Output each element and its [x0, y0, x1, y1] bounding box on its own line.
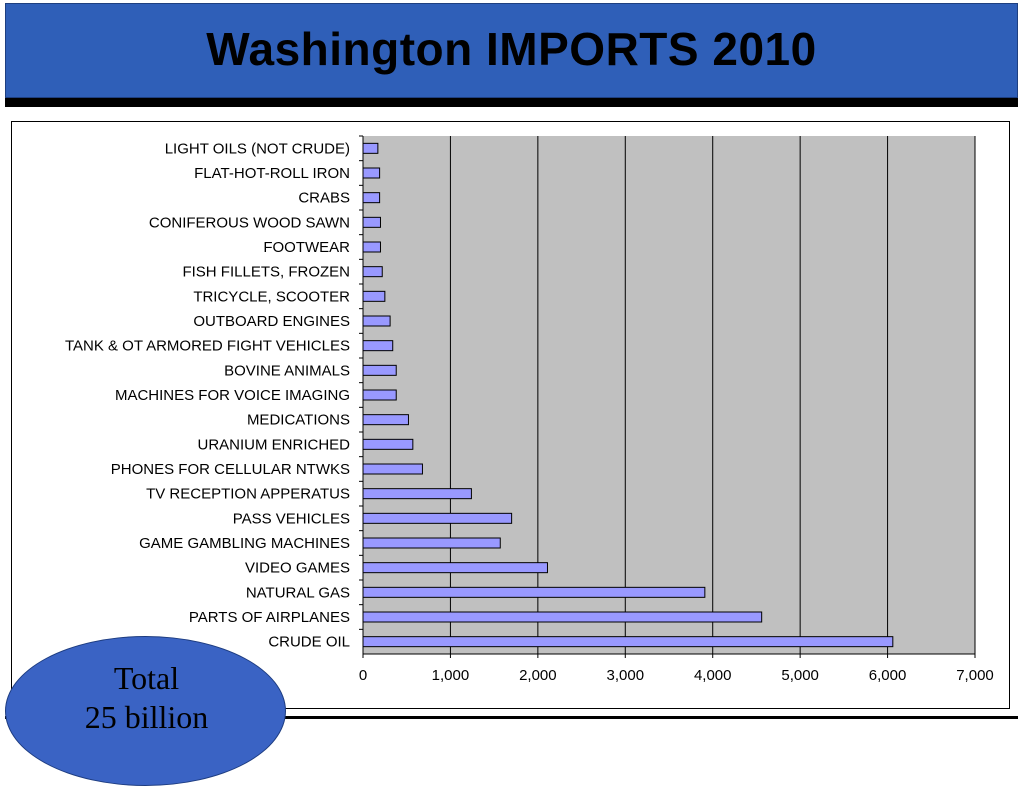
category-label: NATURAL GAS: [246, 584, 350, 601]
bar: [362, 636, 894, 648]
bar: [362, 611, 763, 623]
category-label: FOOTWEAR: [263, 239, 350, 256]
x-tick-label: 7,000: [956, 667, 994, 684]
bar: [362, 463, 423, 475]
bar: [362, 414, 409, 426]
bar: [362, 586, 706, 598]
title-banner: Washington IMPORTS 2010: [5, 3, 1018, 98]
bar: [362, 537, 501, 549]
category-label: CRABS: [298, 190, 350, 207]
category-label: TV RECEPTION APPERATUS: [146, 486, 350, 503]
category-label: BOVINE ANIMALS: [224, 362, 350, 379]
bar: [362, 167, 381, 179]
total-badge: Total 25 billion: [5, 636, 286, 786]
bar: [362, 438, 414, 450]
x-axis-ticks: 0 1,000 2,000 3,000 4,000 5,000 6,000 7,000: [359, 654, 994, 684]
category-label: MACHINES FOR VOICE IMAGING: [115, 387, 350, 404]
bar: [362, 290, 386, 302]
page-title: Washington IMPORTS 2010: [206, 23, 817, 75]
total-badge-label: Total: [113, 660, 180, 696]
category-label: VIDEO GAMES: [245, 560, 350, 577]
category-labels: LIGHT OILS (NOT CRUDE) FLAT-HOT-ROLL IRON…: [65, 135, 363, 651]
bars: [362, 142, 894, 648]
category-label: CRUDE OIL: [268, 634, 350, 651]
x-tick-label: 2,000: [519, 667, 557, 684]
x-tick-label: 6,000: [869, 667, 907, 684]
bar-chart: LIGHT OILS (NOT CRUDE) FLAT-HOT-ROLL IRON…: [65, 135, 994, 684]
bar: [362, 241, 381, 253]
category-label: MEDICATIONS: [247, 412, 350, 429]
bar: [362, 488, 472, 500]
category-label: PARTS OF AIRPLANES: [189, 609, 350, 626]
bar: [362, 216, 381, 228]
bar: [362, 389, 397, 401]
header-divider: [5, 98, 1018, 107]
category-label: TRICYCLE, SCOOTER: [193, 288, 350, 305]
x-tick-label: 1,000: [432, 667, 470, 684]
footer-divider: [5, 716, 1018, 719]
bar: [362, 266, 383, 278]
category-label: PASS VEHICLES: [233, 510, 350, 527]
category-label: GAME GAMBLING MACHINES: [139, 535, 350, 552]
total-badge-value: 25 billion: [84, 699, 209, 735]
bar: [362, 562, 548, 574]
bar: [362, 315, 391, 327]
plot-area: [363, 136, 975, 654]
category-label: OUTBOARD ENGINES: [193, 313, 350, 330]
bar: [362, 142, 379, 154]
category-label: CONIFEROUS WOOD SAWN: [149, 214, 350, 231]
category-label: FLAT-HOT-ROLL IRON: [194, 165, 350, 182]
category-label: FISH FILLETS, FROZEN: [182, 264, 350, 281]
x-tick-label: 5,000: [781, 667, 819, 684]
category-label: PHONES FOR CELLULAR NTWKS: [111, 461, 350, 478]
x-tick-label: 3,000: [607, 667, 645, 684]
x-tick-label: 4,000: [694, 667, 732, 684]
category-label: TANK & OT ARMORED FIGHT VEHICLES: [65, 338, 350, 355]
x-tick-label: 0: [359, 667, 367, 684]
bar: [362, 364, 397, 376]
bar: [362, 340, 394, 352]
grid-lines: [362, 136, 976, 658]
bar: [362, 192, 381, 204]
category-label: LIGHT OILS (NOT CRUDE): [165, 140, 350, 157]
category-label: URANIUM ENRICHED: [197, 436, 350, 453]
bar: [362, 512, 513, 524]
chart-frame: LIGHT OILS (NOT CRUDE) FLAT-HOT-ROLL IRON…: [11, 121, 1010, 709]
